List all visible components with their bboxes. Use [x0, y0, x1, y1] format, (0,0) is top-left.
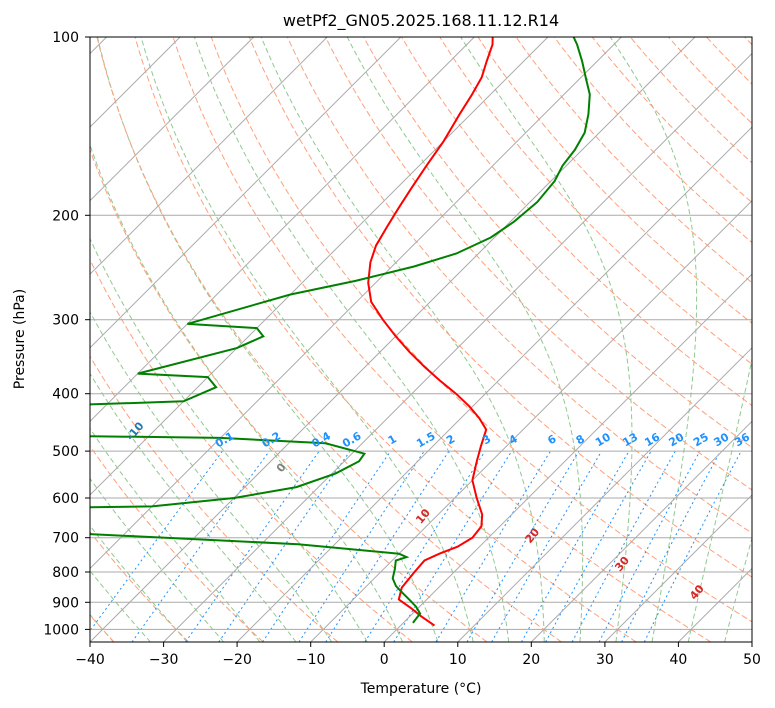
mixing-ratio-line: [491, 450, 603, 642]
isotherm: [604, 494, 752, 642]
y-tick-label: 100: [52, 30, 79, 46]
x-tick-label: 40: [669, 652, 687, 668]
dry-adiabat: [134, 37, 637, 642]
isotherm: [457, 347, 752, 642]
y-tick-label: 500: [52, 444, 79, 460]
moist-adiabat: [140, 37, 474, 642]
moist-adiabat: [687, 356, 752, 642]
moist-adiabat: [97, 37, 439, 642]
moist-adiabat: [90, 310, 333, 642]
dry-adiabat: [90, 445, 264, 642]
x-tick-label: 50: [743, 652, 761, 668]
y-tick-label: 800: [52, 565, 79, 581]
isotherm: [310, 199, 752, 642]
isotherm: [236, 126, 752, 642]
mixing-ratio-line: [90, 450, 223, 632]
moist-adiabat: [90, 143, 404, 642]
y-tick-label: 600: [52, 491, 79, 507]
mixing-ratio-line: [185, 450, 320, 642]
dry-adiabat: [515, 37, 752, 284]
isotherm: [90, 37, 696, 642]
dry-adiabat: [90, 148, 488, 642]
isotherm: [90, 37, 475, 423]
x-tick-label: −30: [149, 652, 179, 668]
x-tick-label: −40: [75, 652, 105, 668]
y-tick-label: 700: [52, 531, 79, 547]
x-tick-label: 10: [449, 652, 467, 668]
y-axis-label: Pressure (hPa): [12, 289, 28, 389]
mixing-ratio-line: [364, 450, 486, 642]
mixing-ratio-line: [643, 450, 742, 642]
moist-adiabat: [260, 37, 545, 642]
isotherm: [90, 37, 402, 349]
y-tick-label: 300: [52, 313, 79, 329]
moist-adiabat: [609, 37, 698, 642]
isotherm: [530, 420, 752, 642]
isotherm: [383, 273, 752, 642]
moist-adiabat: [90, 237, 368, 642]
mixing-ratio-line: [325, 450, 450, 642]
x-tick-label: 20: [522, 652, 540, 668]
moist-adiabat: [346, 37, 584, 642]
x-axis-label: Temperature (°C): [360, 681, 482, 697]
mixing-ratio-line: [621, 450, 721, 642]
dry-adiabat: [325, 37, 752, 491]
dry-adiabat: [96, 37, 562, 642]
mixing-ratio-line: [571, 450, 676, 642]
plot-frame: [89, 36, 753, 643]
mixing-ratio-line: [298, 450, 425, 642]
isotherm: [163, 52, 752, 642]
moist-adiabat: [724, 536, 752, 642]
y-tick-label: 200: [52, 208, 79, 224]
mixing-ratio-line: [393, 450, 513, 642]
moist-adiabat: [90, 569, 151, 642]
plot-area: [90, 37, 752, 642]
mixing-ratio-line: [545, 450, 652, 642]
dry-adiabat: [90, 531, 190, 642]
isotherm: [90, 37, 622, 570]
isotherm: [90, 37, 549, 496]
chart-title: wetPf2_GN05.2025.168.11.12.R14: [283, 11, 559, 31]
dry-adiabat: [439, 37, 752, 365]
x-tick-label: −20: [222, 652, 252, 668]
dewpoint-line: [90, 37, 591, 624]
y-tick-label: 400: [52, 387, 79, 403]
mixing-ratio-line: [598, 450, 701, 642]
isotherm: [90, 37, 328, 275]
mixing-ratio-line: [435, 450, 551, 642]
temperature-line: [367, 37, 494, 627]
moist-adiabat: [90, 427, 261, 642]
dry-adiabat: [248, 37, 752, 578]
x-tick-label: 0: [380, 652, 389, 668]
x-tick-label: −10: [296, 652, 326, 668]
mixing-ratio-line: [466, 450, 580, 642]
dry-adiabat: [401, 37, 752, 407]
axis-ticks: −40 −30 −20 −10 0 10 20 30 40 50 100 200 300 400 500 60…: [43, 30, 761, 668]
y-tick-label: 1000: [43, 622, 79, 638]
y-tick-label: 900: [52, 595, 79, 611]
moist-adiabat: [193, 37, 510, 642]
moist-adiabat: [90, 372, 297, 642]
isotherm: [90, 37, 255, 202]
x-tick-label: 30: [596, 652, 614, 668]
mixing-ratio-line: [521, 450, 630, 642]
